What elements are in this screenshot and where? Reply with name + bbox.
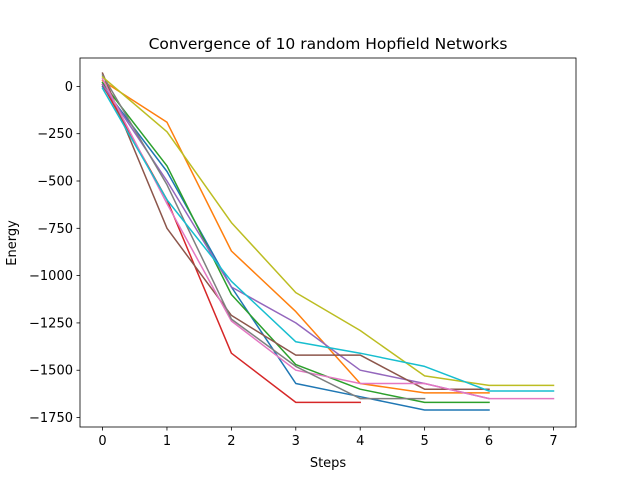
y-tick-label: −250 — [37, 127, 73, 142]
y-tick-label: −1000 — [29, 269, 73, 284]
series-line-1 — [101, 85, 490, 411]
y-tick-label: 0 — [65, 80, 73, 95]
x-axis-ticks: 0 1 2 3 4 5 6 7 — [98, 427, 558, 449]
x-tick-label: 1 — [163, 434, 171, 449]
x-tick-label: 2 — [227, 434, 235, 449]
y-tick-label: −1250 — [29, 316, 73, 331]
chart-title: Convergence of 10 random Hopfield Networ… — [149, 35, 508, 53]
series-line-8 — [101, 73, 426, 400]
y-tick-label: −500 — [37, 175, 73, 190]
series-line-3 — [101, 81, 490, 404]
y-axis-ticks: 0 −250 −500 −750 −1000 −1250 −1500 −1750 — [29, 80, 80, 426]
x-tick-label: 3 — [292, 434, 300, 449]
series-line-6 — [101, 72, 490, 390]
series-line-9 — [101, 75, 555, 387]
x-tick-label: 5 — [420, 434, 428, 449]
y-tick-label: −1750 — [29, 411, 73, 426]
y-axis-label: Energy — [5, 220, 20, 266]
series-line-7 — [101, 77, 555, 400]
x-tick-label: 7 — [549, 434, 557, 449]
x-axis-label: Steps — [310, 456, 347, 471]
x-tick-label: 4 — [356, 434, 364, 449]
series-line-10 — [101, 87, 555, 392]
plot-frame — [79, 57, 577, 428]
series-line-5 — [101, 83, 490, 400]
y-tick-label: −750 — [37, 222, 73, 237]
x-tick-label: 0 — [98, 434, 106, 449]
series-line-2 — [101, 79, 490, 394]
x-tick-label: 6 — [485, 434, 493, 449]
y-tick-label: −1500 — [29, 364, 73, 379]
series-lines — [101, 72, 555, 411]
